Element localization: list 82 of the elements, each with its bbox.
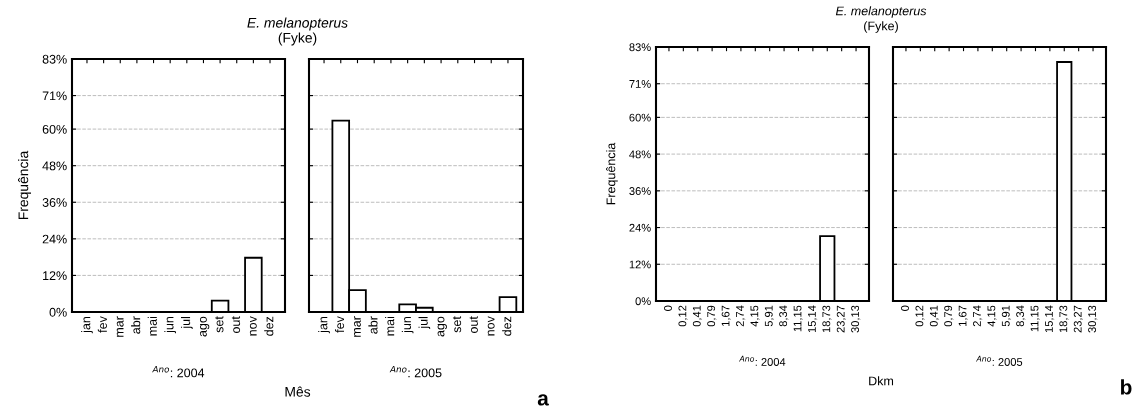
x-tick-label: jun	[164, 316, 177, 334]
x-tick-label: mar	[116, 316, 124, 337]
x-tick-label: 8,34	[779, 305, 789, 327]
x-tick-label: dez	[264, 316, 274, 336]
x-axis-title: Dkm	[869, 376, 894, 386]
text: $^{Ano}$: 2005	[389, 365, 442, 378]
y-tick-label: 71%	[42, 91, 67, 101]
y-tick-label: 83%	[629, 43, 651, 52]
x-tick-label: 23,27	[1073, 305, 1083, 333]
x-tick-label: 5,91	[764, 305, 774, 327]
x-tick-label: 0	[901, 305, 909, 311]
x-tick-label: nov	[249, 316, 257, 336]
y-tick-label: 0%	[635, 297, 651, 306]
x-tick-label: jan	[81, 316, 93, 334]
x-tick-label: 1,67	[958, 305, 968, 326]
x-tick-label: set	[452, 316, 462, 333]
x-tick-label: mai	[147, 317, 157, 336]
x-tick-label: jul	[180, 317, 193, 329]
x-tick-label: 15,14	[1045, 305, 1055, 333]
x-tick-label: 1,67	[721, 305, 731, 326]
chart-title: E. melanopterus	[835, 6, 927, 18]
x-tick-label: mar	[353, 316, 361, 337]
x-tick-label: 11,15	[793, 305, 803, 332]
x-tick-label: set	[215, 316, 224, 333]
y-tick-label: 36%	[629, 187, 651, 195]
y-axis-title: Frequência	[18, 150, 32, 220]
y-tick-label: 48%	[42, 161, 67, 171]
y-tick-label: 71%	[629, 80, 651, 88]
x-tick-label: ago	[199, 316, 210, 337]
y-tick-label: 36%	[42, 198, 67, 207]
x-tick-label: 0,12	[915, 305, 925, 327]
y-tick-label: 48%	[629, 150, 651, 159]
text: a	[537, 394, 549, 406]
x-tick-label: 30,13	[1088, 305, 1098, 333]
x-axis-title: Mês	[285, 386, 311, 397]
x-tick-label: 2,74	[973, 305, 983, 327]
x-tick-label: jun	[401, 316, 414, 334]
x-tick-label: abr	[131, 316, 141, 334]
x-tick-label: 0,12	[678, 305, 688, 327]
chart-title: E. melanopterus	[247, 17, 348, 31]
x-tick-label: jul	[418, 317, 431, 329]
text: b	[1121, 379, 1132, 395]
x-tick-label: 0	[664, 305, 672, 311]
x-tick-label: jan	[318, 316, 330, 334]
x-tick-label: out	[231, 316, 241, 334]
x-tick-label: 11,15	[1030, 305, 1040, 332]
x-tick-label: ago	[437, 316, 447, 337]
x-tick-label: 23,27	[836, 305, 846, 333]
text: $^{Ano}$: 2004	[152, 365, 205, 378]
x-tick-label: 0,79	[707, 305, 717, 327]
x-tick-label: 18,73	[1059, 305, 1069, 333]
x-tick-label: 4,15	[750, 305, 760, 327]
x-tick-label: 0,41	[692, 305, 703, 327]
x-tick-label: abr	[368, 316, 378, 334]
chart-subtitle: (Fyke)	[278, 32, 317, 46]
x-tick-label: 15,14	[808, 305, 818, 333]
x-tick-label: nov	[487, 316, 495, 336]
x-tick-label: 2,74	[736, 305, 746, 327]
x-tick-label: fev	[97, 316, 107, 333]
y-tick-label: 60%	[629, 113, 651, 122]
x-tick-label: mai	[385, 317, 395, 336]
text: $^{Ano}$: 2004	[739, 355, 786, 366]
x-tick-label: fev	[334, 316, 345, 333]
chart-subtitle: (Fyke)	[864, 21, 898, 33]
x-tick-label: 18,73	[822, 305, 832, 333]
y-tick-label: 83%	[42, 54, 67, 64]
x-tick-label: 5,91	[1001, 305, 1011, 327]
x-tick-label: 0,41	[929, 305, 940, 327]
x-tick-label: dez	[502, 316, 512, 336]
x-tick-label: 30,13	[851, 305, 861, 333]
y-tick-label: 0%	[49, 307, 67, 317]
x-tick-label: out	[469, 316, 478, 334]
x-tick-label: 4,15	[987, 305, 997, 327]
y-tick-label: 12%	[629, 260, 651, 269]
y-tick-label: 12%	[43, 271, 67, 281]
x-tick-label: 0,79	[944, 305, 954, 327]
text: $^{Ano}$: 2005	[976, 355, 1023, 366]
y-tick-label: 60%	[42, 124, 67, 134]
y-tick-label: 24%	[42, 234, 67, 244]
y-axis-title: Frequência	[606, 142, 618, 205]
x-tick-label: 8,34	[1016, 305, 1026, 327]
y-tick-label: 24%	[629, 223, 651, 232]
